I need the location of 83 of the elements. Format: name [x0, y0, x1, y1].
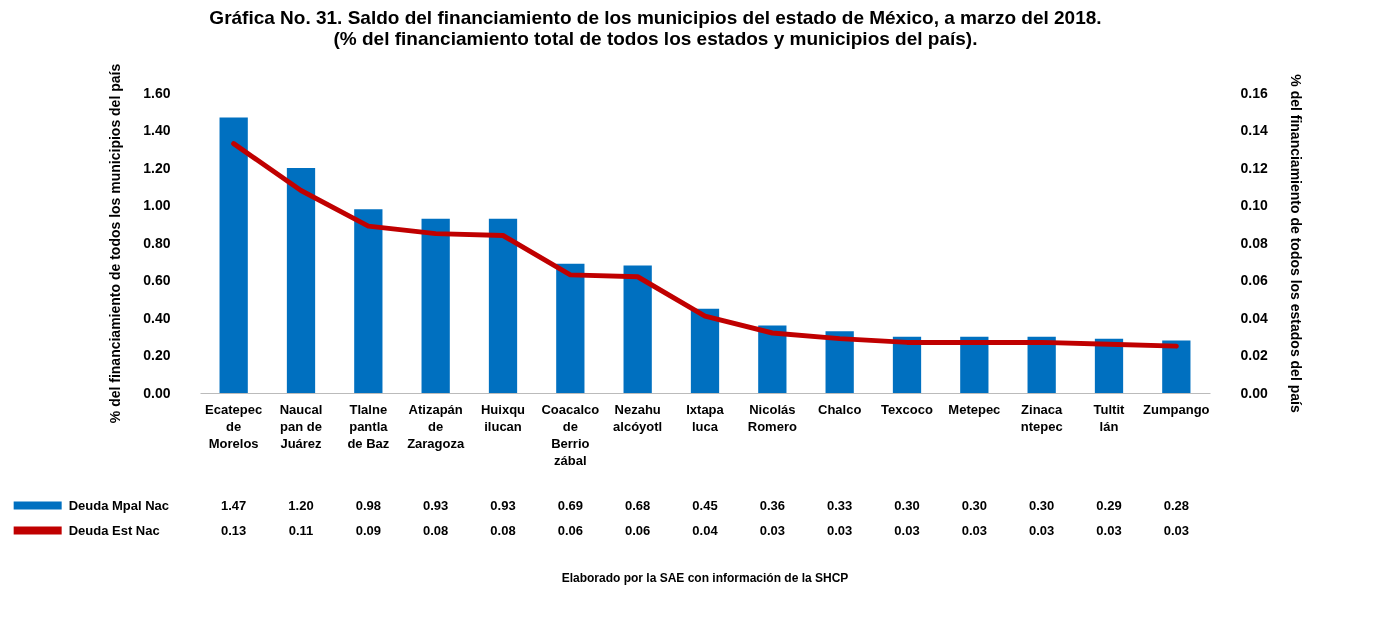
data-label: 0.69	[557, 497, 583, 513]
data-label: 0.06	[557, 522, 583, 538]
chart-title: Gráfica No. 31. Saldo del financiamiento de los municipios del estado de México, a marzo del 2018. (% del financiamiento total de todos los estados y municipios del país).	[209, 7, 1102, 50]
data-label: 0.68	[625, 497, 651, 513]
x-tick-label: Ixtapaluca	[686, 401, 725, 434]
data-label: 0.08	[490, 522, 516, 538]
y2-tick-label: 0.14	[1240, 122, 1268, 138]
bar	[690, 308, 720, 393]
y2-tick-label: 0.02	[1240, 347, 1268, 363]
y2-tick-label: 0.16	[1240, 84, 1268, 101]
y-tick-label: 0.20	[143, 347, 171, 363]
data-label: 0.03	[1096, 522, 1122, 538]
bar	[825, 331, 854, 393]
bar	[892, 336, 922, 393]
bar	[219, 117, 248, 393]
data-label: 0.36	[759, 497, 785, 513]
data-label: 0.03	[827, 522, 853, 538]
bar	[1162, 340, 1191, 393]
y-tick-label: 0.40	[143, 309, 171, 326]
data-label: 0.11	[288, 522, 314, 538]
legend-label: Deuda Est Nac	[68, 522, 160, 538]
x-tick-label: Coacalco de Berriozábal	[541, 401, 600, 468]
data-label: 1.47	[221, 497, 247, 513]
x-tick-label: Tlalnepantla de Baz	[347, 401, 390, 451]
bar	[960, 336, 989, 393]
x-tick-label: Zinacantepec	[1020, 401, 1064, 434]
y-tick-label: 0.60	[143, 272, 171, 288]
y2-tick-label: 0.12	[1240, 159, 1268, 176]
x-tick-label: Nicolás Romero	[747, 401, 797, 434]
bar	[421, 218, 450, 393]
data-label: 1.20	[288, 497, 314, 513]
data-label: 0.03	[759, 522, 785, 538]
bar	[556, 263, 585, 393]
y2-tick-label: 0.00	[1240, 384, 1268, 401]
x-tick-label: Zumpango	[1143, 401, 1210, 417]
data-label: 0.30	[961, 497, 987, 513]
bar	[623, 265, 652, 393]
bar	[488, 218, 518, 393]
x-tick-label: Atizapán de Zaragoza	[407, 401, 465, 451]
data-label: 0.33	[827, 497, 853, 513]
y-axis-title: % del financiamiento de todos los municipios del país	[107, 63, 124, 424]
x-tick-label: Tultitlán	[1093, 401, 1126, 434]
data-label: 0.06	[625, 522, 651, 538]
data-label: 0.03	[1163, 522, 1189, 538]
y2-tick-label: 0.10	[1240, 197, 1268, 213]
data-label: 0.08	[423, 522, 449, 538]
data-label: 0.03	[1029, 522, 1055, 538]
x-tick-label: Texcoco	[881, 401, 933, 417]
data-label: 0.13	[221, 522, 247, 538]
x-tick-label: Nezahualcóyotl	[613, 401, 663, 434]
y-tick-label: 1.20	[143, 159, 171, 176]
data-label: 0.30	[894, 497, 920, 513]
y2-tick-label: 0.04	[1240, 309, 1268, 326]
bar	[758, 325, 787, 393]
data-label: 0.29	[1096, 497, 1122, 513]
x-tick-label: Naucalpan de Juárez	[279, 401, 323, 451]
data-label: 0.93	[490, 497, 516, 513]
y-tick-label: 0.80	[143, 234, 171, 251]
x-tick-label: Metepec	[948, 401, 1001, 417]
legend-label: Deuda Mpal Nac	[68, 497, 170, 513]
x-tick-label: Chalco	[817, 401, 862, 417]
data-label: 0.03	[894, 522, 920, 538]
data-label: 0.93	[423, 497, 449, 513]
x-tick-label: Huixquilucan	[480, 401, 526, 434]
text: Elaborado por la SAE con información de la SHCP	[561, 571, 849, 585]
y2-axis-title: % del financiamiento de todos los estados del país	[1287, 74, 1304, 413]
data-label: 0.04	[692, 522, 719, 538]
x-tick-label: Ecatepec de Morelos	[205, 401, 263, 451]
y2-tick-label: 0.06	[1240, 272, 1268, 288]
bar	[1027, 336, 1056, 393]
y-tick-label: 1.60	[143, 84, 171, 101]
data-label: 0.98	[355, 497, 381, 513]
data-label: 0.30	[1029, 497, 1055, 513]
bar	[286, 168, 316, 393]
data-label: 0.45	[692, 497, 718, 513]
data-label: 0.03	[961, 522, 987, 538]
y-tick-label: 0.00	[143, 384, 171, 401]
data-label: 0.09	[355, 522, 381, 538]
data-label: 0.28	[1163, 497, 1189, 513]
y-tick-label: 1.40	[143, 122, 171, 138]
bar	[354, 209, 383, 393]
y-tick-label: 1.00	[143, 197, 171, 213]
y2-tick-label: 0.08	[1240, 234, 1268, 251]
